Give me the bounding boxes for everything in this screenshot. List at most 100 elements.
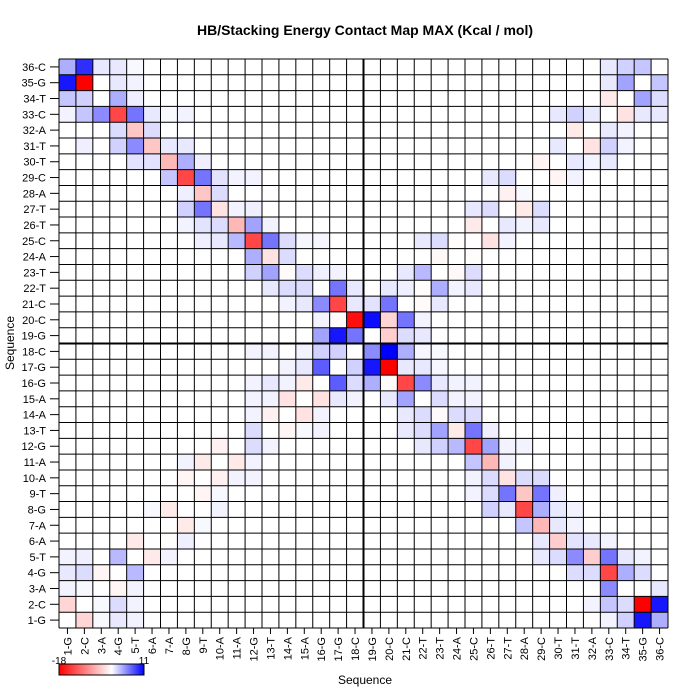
heatmap-cell-25-16 [312,232,330,249]
heatmap-cell-16-17 [329,375,347,391]
heatmap-cell-15-13 [262,390,279,407]
heatmap-cell-33-36 [651,106,668,123]
x-tick-label: 15-A [299,636,311,660]
heatmap-cell-31-6 [143,138,161,154]
heatmap-cell-18-15 [295,343,313,360]
heatmap-cell-31-5 [126,138,144,154]
y-tick-label: 4-G [28,568,46,580]
heatmap-cell-36-1 [59,59,76,75]
heatmap-cell-36-4 [109,59,127,75]
heatmap-cell-15-25 [465,390,482,407]
heatmap-cell-33-34 [617,106,635,123]
y-tick-label: 10-A [23,473,47,485]
y-tick-label: 25-C [22,236,46,248]
colorbar-max-label: 11 [139,656,150,667]
x-tick-label: 31-T [570,637,582,660]
heatmap-cell-13-22 [414,422,432,439]
heatmap-cell-10-28 [515,469,533,486]
heatmap-cell-17-14 [278,359,296,376]
heatmap-cell-13-24 [448,422,465,439]
heatmap-cell-13-14 [278,422,296,439]
heatmap-cell-5-29 [532,548,550,565]
heatmap-cell-21-14 [278,296,296,312]
heatmap-cell-25-24 [448,232,465,249]
heatmap-cell-16-13 [262,375,279,391]
heatmap-cell-16-24 [448,375,465,391]
heatmap-cell-26-11 [228,217,246,233]
heatmap-cell-27-9 [194,201,212,218]
x-tick-label: 7-A [164,636,176,654]
heatmap-cell-6-29 [532,533,550,549]
heatmap-cell-4-33 [600,564,618,581]
heatmap-cell-2-3 [92,596,110,613]
heatmap-cell-2-34 [617,596,635,613]
heatmap-cell-21-15 [295,296,313,312]
heatmap-cell-22-23 [431,280,449,297]
x-tick-label: 10-A [215,636,227,660]
heatmap-cell-13-12 [245,422,262,439]
heatmap-cell-27-11 [228,201,246,218]
heatmap-cell-3-2 [75,580,93,597]
heatmap-cell-33-5 [126,106,144,123]
heatmap-cell-24-25 [465,248,482,265]
x-tick-label: 12-G [249,637,261,661]
heatmap-cell-31-30 [549,138,567,154]
heatmap-cell-29-7 [160,169,178,186]
heatmap-cell-18-21 [397,343,415,360]
heatmap-cell-34-5 [126,90,144,107]
x-tick-label: 19-G [367,637,379,661]
heatmap-cell-11-11 [228,454,246,470]
heatmap-cell-35-34 [617,74,635,91]
x-tick-label: 6-A [147,636,159,654]
x-tick-label: 21-C [401,637,413,661]
x-tick-label: 29-C [536,637,548,661]
heatmap-cell-33-31 [566,106,584,123]
heatmap-cell-34-35 [634,90,652,107]
colorbar-min-label: -18 [52,656,67,667]
heatmap-cell-36-5 [126,59,144,75]
heatmap-cell-36-3 [92,59,110,75]
heatmap-cell-8-29 [532,501,550,518]
heatmap-cell-25-13 [262,232,279,249]
heatmap-cell-1-36 [651,612,668,628]
heatmap-cell-15-24 [448,390,465,407]
heatmap-cell-28-8 [177,185,195,202]
heatmap-cell-13-15 [295,422,313,439]
y-tick-label: 34-T [23,94,46,106]
heatmap-cell-22-14 [278,280,296,297]
heatmap-cell-30-7 [160,153,178,170]
heatmap-cell-32-33 [600,122,618,139]
heatmap-cell-30-5 [126,153,144,170]
heatmap-cell-10-29 [532,469,550,486]
heatmap-cell-31-8 [177,138,195,154]
y-tick-label: 3-A [29,583,47,595]
heatmap-cell-32-4 [109,122,127,139]
heatmap-cell-36-33 [600,59,618,75]
heatmap-cell-30-32 [583,153,601,170]
heatmap-cell-12-10 [211,438,229,455]
heatmap-cell-15-20 [380,390,398,407]
heatmap-cell-13-21 [397,422,415,439]
heatmap-cell-31-4 [109,138,127,154]
heatmap-cell-26-27 [498,217,516,233]
heatmap-cell-20-16 [312,311,330,328]
y-tick-label: 5-T [30,552,47,564]
heatmap-cell-33-35 [634,106,652,123]
heatmap-cell-18-20 [380,343,398,360]
x-tick-label: 17-G [333,637,345,661]
heatmap-cell-25-10 [211,232,229,249]
heatmap-cell-26-10 [211,217,229,233]
heatmap-cell-12-12 [245,438,262,455]
heatmap-cell-19-16 [312,327,330,344]
heatmap-cell-32-6 [143,122,161,139]
heatmap-cell-13-23 [431,422,449,439]
heatmap-cell-5-7 [160,548,178,565]
heatmap-cell-6-33 [600,533,618,549]
heatmap-cell-24-13 [262,248,279,265]
heatmap-cell-23-13 [262,264,279,281]
heatmap-cell-29-8 [177,169,195,186]
heatmap-cell-21-22 [414,296,432,312]
heatmap-cell-17-22 [414,359,432,376]
heatmap-cell-31-2 [75,138,93,154]
heatmap-cell-30-6 [143,153,161,170]
